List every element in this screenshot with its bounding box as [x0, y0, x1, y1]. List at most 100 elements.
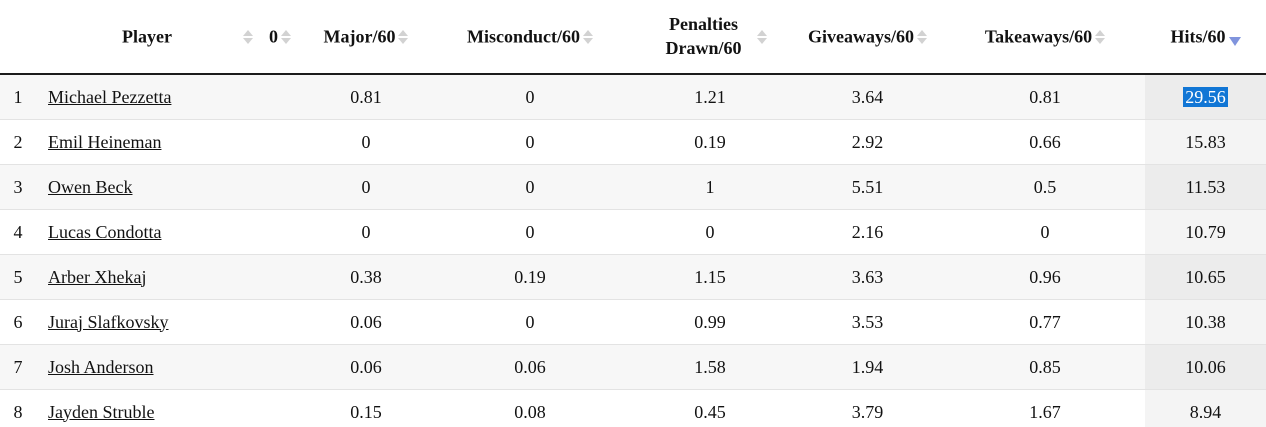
- table-body: 1 Michael Pezzetta 0.81 0 1.21 3.64 0.81…: [0, 74, 1266, 427]
- column-header-rank: [0, 0, 36, 75]
- penalties-drawn60-cell: 1.21: [630, 74, 790, 120]
- table-row: 3 Owen Beck 0 0 1 5.51 0.5 11.53: [0, 164, 1266, 210]
- header-row: Player 0 Major/60 Misconduct/60 Penaltie…: [0, 0, 1266, 75]
- giveaways60-cell: 2.92: [790, 119, 945, 165]
- sort-toggle-icon[interactable]: [243, 29, 253, 44]
- player-link[interactable]: Juraj Slafkovsky: [48, 311, 169, 332]
- sort-toggle-icon[interactable]: [583, 30, 593, 45]
- penalties-drawn60-cell: 0.99: [630, 299, 790, 345]
- player-link[interactable]: Michael Pezzetta: [48, 86, 172, 107]
- player-cell: Owen Beck: [36, 164, 258, 210]
- penalties-drawn60-column-label: Penalties Drawn/60: [665, 14, 742, 58]
- rank-cell: 1: [0, 74, 36, 120]
- hits60-cell: 10.65: [1145, 254, 1266, 300]
- rank-cell: 3: [0, 164, 36, 210]
- penalties-drawn60-cell: 0.19: [630, 119, 790, 165]
- misconduct60-cell: 0.08: [430, 389, 630, 427]
- penalties-drawn60-cell: 0.45: [630, 389, 790, 427]
- penalties-drawn60-cell: 1: [630, 164, 790, 210]
- column-header-zero[interactable]: 0: [258, 0, 302, 75]
- rank-cell: 5: [0, 254, 36, 300]
- hits60-cell: 10.06: [1145, 344, 1266, 390]
- rank-cell: 7: [0, 344, 36, 390]
- table-row: 1 Michael Pezzetta 0.81 0 1.21 3.64 0.81…: [0, 74, 1266, 120]
- giveaways60-cell: 3.64: [790, 74, 945, 120]
- takeaways60-cell: 0.85: [945, 344, 1145, 390]
- table-row: 8 Jayden Struble 0.15 0.08 0.45 3.79 1.6…: [0, 389, 1266, 427]
- rank-cell: 4: [0, 209, 36, 255]
- table-header: Player 0 Major/60 Misconduct/60 Penaltie…: [0, 0, 1266, 75]
- misconduct60-cell: 0.19: [430, 254, 630, 300]
- rank-cell: 6: [0, 299, 36, 345]
- zero-column-label: 0: [269, 26, 278, 47]
- misconduct60-cell: 0.06: [430, 344, 630, 390]
- sort-toggle-icon[interactable]: [281, 30, 291, 45]
- sort-desc-icon[interactable]: [1228, 36, 1241, 46]
- major60-column-label: Major/60: [323, 26, 396, 47]
- zero-cell: [258, 119, 302, 165]
- player-cell: Emil Heineman: [36, 119, 258, 165]
- giveaways60-cell: 3.63: [790, 254, 945, 300]
- misconduct60-cell: 0: [430, 209, 630, 255]
- player-cell: Lucas Condotta: [36, 209, 258, 255]
- major60-cell: 0: [302, 209, 430, 255]
- player-column-label: Player: [122, 26, 172, 47]
- sort-toggle-icon[interactable]: [917, 30, 927, 45]
- hits60-cell: 10.38: [1145, 299, 1266, 345]
- penalties-drawn60-cell: 1.58: [630, 344, 790, 390]
- major60-cell: 0: [302, 164, 430, 210]
- takeaways60-cell: 0.96: [945, 254, 1145, 300]
- misconduct60-cell: 0: [430, 299, 630, 345]
- misconduct60-column-label: Misconduct/60: [466, 26, 580, 47]
- sort-toggle-icon[interactable]: [1095, 30, 1106, 45]
- column-header-takeaways60[interactable]: Takeaways/60: [945, 0, 1145, 75]
- sort-toggle-icon[interactable]: [756, 29, 767, 44]
- zero-cell: [258, 344, 302, 390]
- zero-cell: [258, 74, 302, 120]
- takeaways60-cell: 0.66: [945, 119, 1145, 165]
- column-header-hits60-sorted-desc[interactable]: Hits/60: [1145, 0, 1266, 75]
- column-header-giveaways60[interactable]: Giveaways/60: [790, 0, 945, 75]
- hits60-cell: 15.83: [1145, 119, 1266, 165]
- player-link[interactable]: Josh Anderson: [48, 356, 154, 377]
- player-cell: Arber Xhekaj: [36, 254, 258, 300]
- giveaways60-column-label: Giveaways/60: [808, 26, 914, 47]
- table-row: 5 Arber Xhekaj 0.38 0.19 1.15 3.63 0.96 …: [0, 254, 1266, 300]
- takeaways60-cell: 0.81: [945, 74, 1145, 120]
- hits60-cell: 8.94: [1145, 389, 1266, 427]
- takeaways60-cell: 0.77: [945, 299, 1145, 345]
- misconduct60-cell: 0: [430, 119, 630, 165]
- hits60-cell: 10.79: [1145, 209, 1266, 255]
- player-link[interactable]: Jayden Struble: [48, 401, 155, 422]
- player-cell: Juraj Slafkovsky: [36, 299, 258, 345]
- column-header-penalties-drawn60[interactable]: Penalties Drawn/60: [630, 0, 790, 75]
- hits60-column-label: Hits/60: [1170, 26, 1226, 47]
- player-cell: Josh Anderson: [36, 344, 258, 390]
- player-link[interactable]: Emil Heineman: [48, 131, 162, 152]
- hits60-cell: 11.53: [1145, 164, 1266, 210]
- sort-toggle-icon[interactable]: [398, 30, 409, 45]
- player-link[interactable]: Arber Xhekaj: [48, 266, 147, 287]
- table-row: 6 Juraj Slafkovsky 0.06 0 0.99 3.53 0.77…: [0, 299, 1266, 345]
- column-header-major60[interactable]: Major/60: [302, 0, 430, 75]
- zero-cell: [258, 209, 302, 255]
- player-cell: Michael Pezzetta: [36, 74, 258, 120]
- table-row: 4 Lucas Condotta 0 0 0 2.16 0 10.79: [0, 209, 1266, 255]
- table-row: 2 Emil Heineman 0 0 0.19 2.92 0.66 15.83: [0, 119, 1266, 165]
- takeaways60-column-label: Takeaways/60: [984, 26, 1093, 47]
- zero-cell: [258, 299, 302, 345]
- column-header-misconduct60[interactable]: Misconduct/60: [430, 0, 630, 75]
- zero-cell: [258, 254, 302, 300]
- player-link[interactable]: Lucas Condotta: [48, 221, 162, 242]
- column-header-player[interactable]: Player: [36, 0, 258, 75]
- player-link[interactable]: Owen Beck: [48, 176, 133, 197]
- major60-cell: 0.06: [302, 299, 430, 345]
- major60-cell: 0: [302, 119, 430, 165]
- major60-cell: 0.81: [302, 74, 430, 120]
- giveaways60-cell: 3.53: [790, 299, 945, 345]
- misconduct60-cell: 0: [430, 74, 630, 120]
- zero-cell: [258, 389, 302, 427]
- giveaways60-cell: 1.94: [790, 344, 945, 390]
- penalties-drawn60-cell: 1.15: [630, 254, 790, 300]
